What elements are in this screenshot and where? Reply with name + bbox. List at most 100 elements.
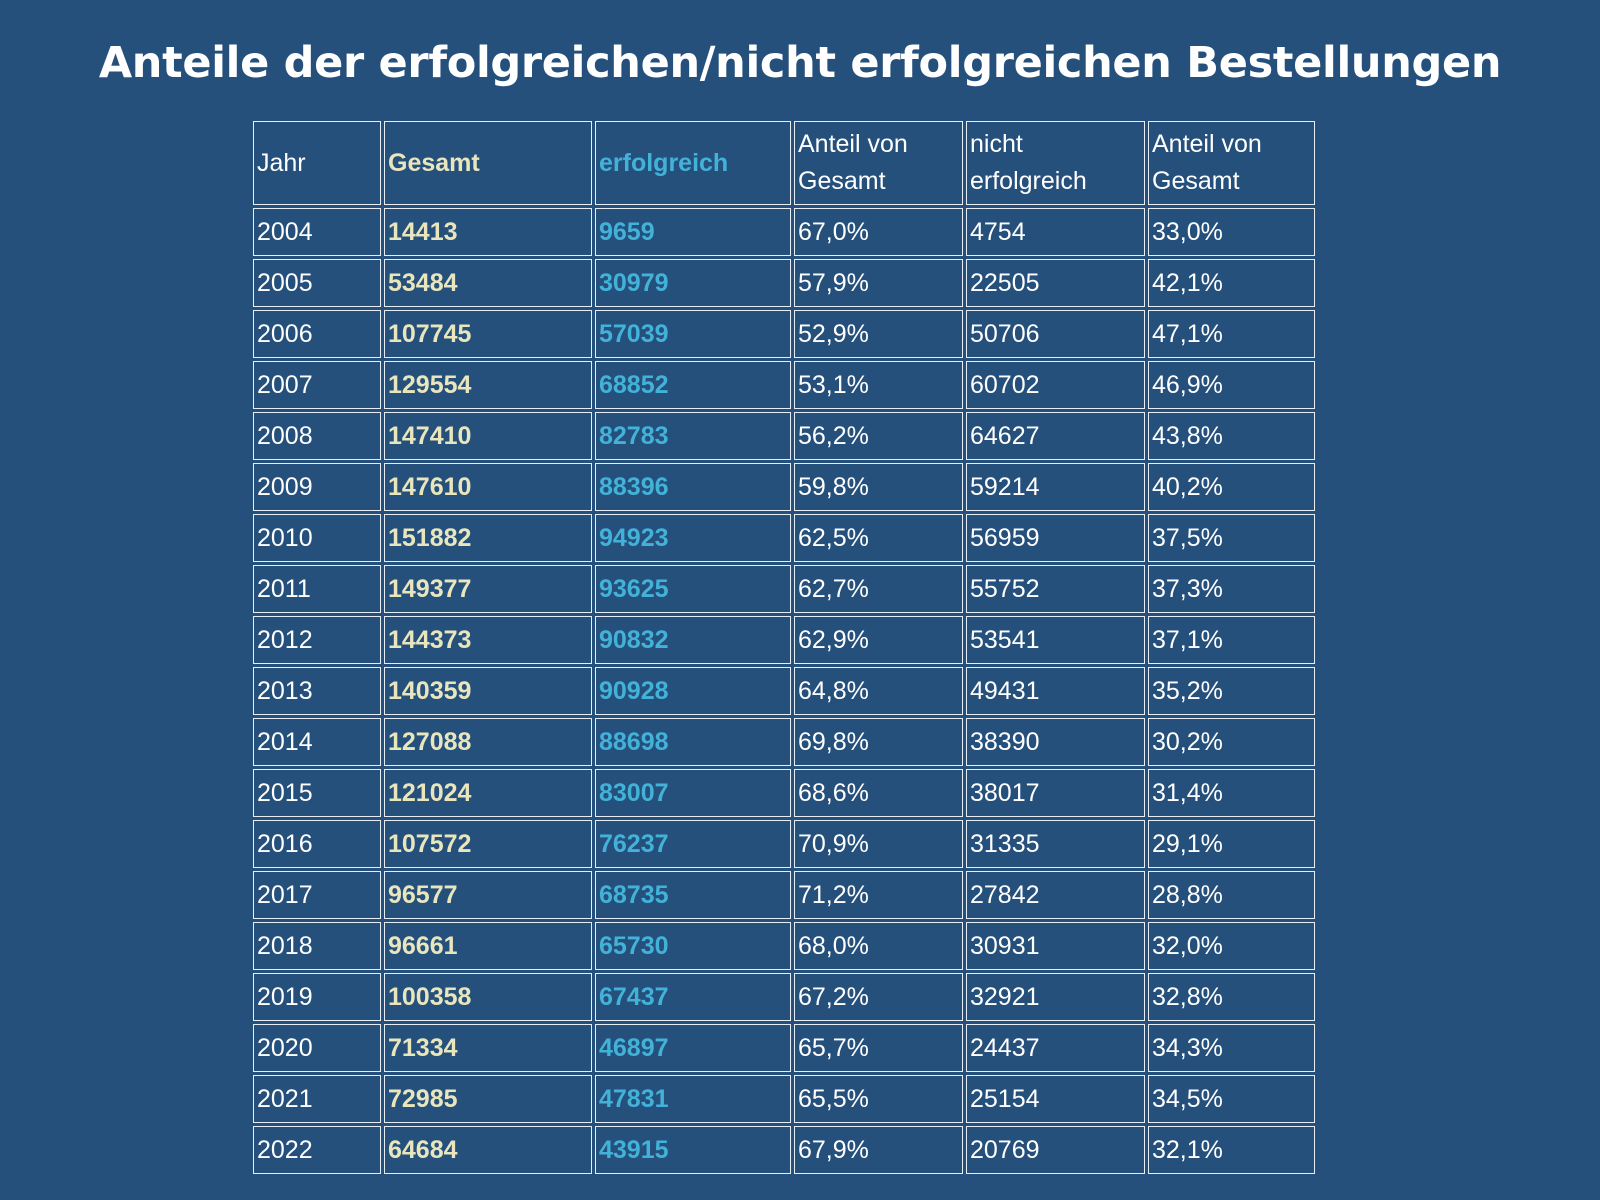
cell-jahr: 2018: [253, 922, 381, 970]
header-erfolgreich: erfolgreich: [595, 121, 791, 205]
cell-nicht-erfolgreich: 60702: [966, 361, 1145, 409]
cell-erfolgreich: 94923: [595, 514, 791, 562]
header-gesamt: Gesamt: [384, 121, 592, 205]
cell-jahr: 2011: [253, 565, 381, 613]
cell-gesamt: 71334: [384, 1024, 592, 1072]
cell-jahr: 2022: [253, 1126, 381, 1174]
cell-nicht-erfolgreich: 32921: [966, 973, 1145, 1021]
cell-anteil-erfolgreich: 62,7%: [794, 565, 963, 613]
cell-nicht-erfolgreich: 27842: [966, 871, 1145, 919]
cell-anteil-erfolgreich: 62,9%: [794, 616, 963, 664]
cell-jahr: 2005: [253, 259, 381, 307]
cell-jahr: 2006: [253, 310, 381, 358]
table-header-row: Jahr Gesamt erfolgreich Anteil von Gesam…: [253, 121, 1315, 205]
table-row: 2020 71334 46897 65,7% 24437 34,3%: [253, 1024, 1315, 1072]
cell-anteil-erfolgreich: 65,5%: [794, 1075, 963, 1123]
cell-erfolgreich: 90928: [595, 667, 791, 715]
cell-jahr: 2016: [253, 820, 381, 868]
cell-jahr: 2009: [253, 463, 381, 511]
data-table-container: Jahr Gesamt erfolgreich Anteil von Gesam…: [250, 118, 1318, 1177]
cell-nicht-erfolgreich: 38017: [966, 769, 1145, 817]
cell-anteil-nicht-erfolgreich: 32,8%: [1148, 973, 1315, 1021]
table-row: 2005 53484 30979 57,9% 22505 42,1%: [253, 259, 1315, 307]
cell-anteil-nicht-erfolgreich: 34,5%: [1148, 1075, 1315, 1123]
cell-erfolgreich: 83007: [595, 769, 791, 817]
cell-erfolgreich: 65730: [595, 922, 791, 970]
table-row: 2016 107572 76237 70,9% 31335 29,1%: [253, 820, 1315, 868]
cell-erfolgreich: 67437: [595, 973, 791, 1021]
cell-anteil-nicht-erfolgreich: 32,1%: [1148, 1126, 1315, 1174]
table-row: 2011 149377 93625 62,7% 55752 37,3%: [253, 565, 1315, 613]
cell-gesamt: 53484: [384, 259, 592, 307]
table-row: 2018 96661 65730 68,0% 30931 32,0%: [253, 922, 1315, 970]
cell-gesamt: 64684: [384, 1126, 592, 1174]
cell-anteil-nicht-erfolgreich: 31,4%: [1148, 769, 1315, 817]
cell-anteil-erfolgreich: 69,8%: [794, 718, 963, 766]
cell-erfolgreich: 57039: [595, 310, 791, 358]
cell-anteil-erfolgreich: 53,1%: [794, 361, 963, 409]
cell-nicht-erfolgreich: 25154: [966, 1075, 1145, 1123]
cell-nicht-erfolgreich: 49431: [966, 667, 1145, 715]
cell-anteil-nicht-erfolgreich: 35,2%: [1148, 667, 1315, 715]
header-nicht-erfolgreich: nicht erfolgreich: [966, 121, 1145, 205]
cell-erfolgreich: 47831: [595, 1075, 791, 1123]
cell-erfolgreich: 30979: [595, 259, 791, 307]
cell-erfolgreich: 90832: [595, 616, 791, 664]
cell-gesamt: 107572: [384, 820, 592, 868]
cell-gesamt: 140359: [384, 667, 592, 715]
cell-jahr: 2017: [253, 871, 381, 919]
cell-jahr: 2007: [253, 361, 381, 409]
cell-jahr: 2019: [253, 973, 381, 1021]
cell-anteil-nicht-erfolgreich: 46,9%: [1148, 361, 1315, 409]
cell-anteil-nicht-erfolgreich: 34,3%: [1148, 1024, 1315, 1072]
cell-anteil-nicht-erfolgreich: 43,8%: [1148, 412, 1315, 460]
cell-nicht-erfolgreich: 56959: [966, 514, 1145, 562]
cell-anteil-nicht-erfolgreich: 37,5%: [1148, 514, 1315, 562]
cell-gesamt: 121024: [384, 769, 592, 817]
table-row: 2008 147410 82783 56,2% 64627 43,8%: [253, 412, 1315, 460]
cell-anteil-erfolgreich: 68,6%: [794, 769, 963, 817]
header-anteil-nicht-erfolgreich: Anteil von Gesamt: [1148, 121, 1315, 205]
table-row: 2007 129554 68852 53,1% 60702 46,9%: [253, 361, 1315, 409]
cell-gesamt: 144373: [384, 616, 592, 664]
cell-anteil-erfolgreich: 68,0%: [794, 922, 963, 970]
cell-anteil-erfolgreich: 56,2%: [794, 412, 963, 460]
cell-nicht-erfolgreich: 24437: [966, 1024, 1145, 1072]
cell-nicht-erfolgreich: 59214: [966, 463, 1145, 511]
cell-anteil-nicht-erfolgreich: 30,2%: [1148, 718, 1315, 766]
cell-gesamt: 100358: [384, 973, 592, 1021]
cell-erfolgreich: 76237: [595, 820, 791, 868]
cell-jahr: 2021: [253, 1075, 381, 1123]
table-row: 2004 14413 9659 67,0% 4754 33,0%: [253, 208, 1315, 256]
cell-gesamt: 147410: [384, 412, 592, 460]
cell-erfolgreich: 68852: [595, 361, 791, 409]
cell-anteil-nicht-erfolgreich: 37,3%: [1148, 565, 1315, 613]
header-anteil-erfolgreich: Anteil von Gesamt: [794, 121, 963, 205]
cell-anteil-erfolgreich: 70,9%: [794, 820, 963, 868]
cell-gesamt: 127088: [384, 718, 592, 766]
cell-erfolgreich: 46897: [595, 1024, 791, 1072]
table-row: 2010 151882 94923 62,5% 56959 37,5%: [253, 514, 1315, 562]
table-row: 2009 147610 88396 59,8% 59214 40,2%: [253, 463, 1315, 511]
cell-anteil-nicht-erfolgreich: 37,1%: [1148, 616, 1315, 664]
cell-jahr: 2014: [253, 718, 381, 766]
cell-anteil-erfolgreich: 59,8%: [794, 463, 963, 511]
table-row: 2013 140359 90928 64,8% 49431 35,2%: [253, 667, 1315, 715]
cell-nicht-erfolgreich: 4754: [966, 208, 1145, 256]
cell-gesamt: 107745: [384, 310, 592, 358]
orders-table: Jahr Gesamt erfolgreich Anteil von Gesam…: [250, 118, 1318, 1177]
cell-anteil-erfolgreich: 65,7%: [794, 1024, 963, 1072]
cell-anteil-nicht-erfolgreich: 42,1%: [1148, 259, 1315, 307]
cell-jahr: 2020: [253, 1024, 381, 1072]
table-row: 2012 144373 90832 62,9% 53541 37,1%: [253, 616, 1315, 664]
cell-jahr: 2010: [253, 514, 381, 562]
cell-erfolgreich: 68735: [595, 871, 791, 919]
cell-gesamt: 96661: [384, 922, 592, 970]
cell-gesamt: 151882: [384, 514, 592, 562]
cell-gesamt: 96577: [384, 871, 592, 919]
table-row: 2022 64684 43915 67,9% 20769 32,1%: [253, 1126, 1315, 1174]
cell-nicht-erfolgreich: 50706: [966, 310, 1145, 358]
page-title: Anteile der erfolgreichen/nicht erfolgre…: [98, 38, 1502, 88]
cell-anteil-erfolgreich: 67,2%: [794, 973, 963, 1021]
cell-anteil-nicht-erfolgreich: 40,2%: [1148, 463, 1315, 511]
